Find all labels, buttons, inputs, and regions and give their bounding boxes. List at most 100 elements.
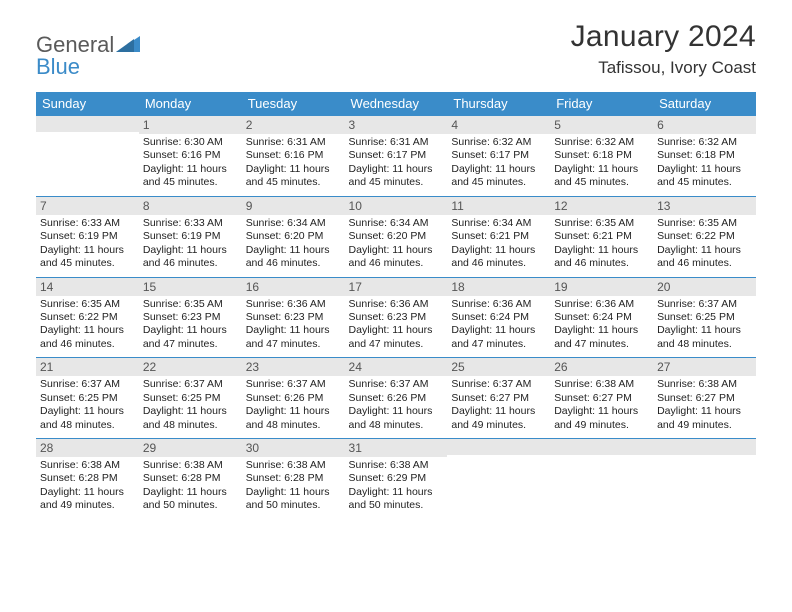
calendar-cell: 13Sunrise: 6:35 AMSunset: 6:22 PMDayligh… — [653, 196, 756, 277]
day-line: Sunrise: 6:31 AM — [349, 136, 444, 149]
day-line: Daylight: 11 hours and 46 minutes. — [349, 244, 444, 271]
day-line: Sunrise: 6:33 AM — [143, 217, 238, 230]
day-line: Daylight: 11 hours and 48 minutes. — [349, 405, 444, 432]
day-body: Sunrise: 6:34 AMSunset: 6:20 PMDaylight:… — [345, 215, 448, 277]
day-body: Sunrise: 6:37 AMSunset: 6:25 PMDaylight:… — [653, 296, 756, 358]
day-line: Daylight: 11 hours and 50 minutes. — [246, 486, 341, 513]
day-line: Sunset: 6:20 PM — [349, 230, 444, 243]
day-line: Sunset: 6:28 PM — [143, 472, 238, 485]
day-number: 29 — [139, 439, 242, 457]
calendar-cell: 22Sunrise: 6:37 AMSunset: 6:25 PMDayligh… — [139, 358, 242, 439]
day-line: Daylight: 11 hours and 45 minutes. — [349, 163, 444, 190]
day-body: Sunrise: 6:36 AMSunset: 6:24 PMDaylight:… — [447, 296, 550, 358]
logo: General Blue — [36, 34, 140, 78]
calendar-cell: 1Sunrise: 6:30 AMSunset: 6:16 PMDaylight… — [139, 116, 242, 197]
day-line: Daylight: 11 hours and 47 minutes. — [143, 324, 238, 351]
calendar-cell: 15Sunrise: 6:35 AMSunset: 6:23 PMDayligh… — [139, 277, 242, 358]
day-number: 31 — [345, 439, 448, 457]
day-line: Sunrise: 6:34 AM — [349, 217, 444, 230]
day-line: Daylight: 11 hours and 47 minutes. — [349, 324, 444, 351]
month-title: January 2024 — [571, 20, 756, 54]
day-body — [36, 132, 139, 186]
day-body: Sunrise: 6:37 AMSunset: 6:26 PMDaylight:… — [242, 376, 345, 438]
calendar-cell: 27Sunrise: 6:38 AMSunset: 6:27 PMDayligh… — [653, 358, 756, 439]
day-body: Sunrise: 6:38 AMSunset: 6:27 PMDaylight:… — [653, 376, 756, 438]
day-body — [550, 455, 653, 509]
day-line: Sunrise: 6:37 AM — [40, 378, 135, 391]
day-line: Daylight: 11 hours and 46 minutes. — [40, 324, 135, 351]
calendar-cell: 29Sunrise: 6:38 AMSunset: 6:28 PMDayligh… — [139, 439, 242, 519]
day-line: Daylight: 11 hours and 49 minutes. — [554, 405, 649, 432]
day-body: Sunrise: 6:37 AMSunset: 6:25 PMDaylight:… — [139, 376, 242, 438]
day-line: Daylight: 11 hours and 48 minutes. — [657, 324, 752, 351]
day-line: Sunrise: 6:37 AM — [657, 298, 752, 311]
calendar-cell: 25Sunrise: 6:37 AMSunset: 6:27 PMDayligh… — [447, 358, 550, 439]
calendar-cell: 21Sunrise: 6:37 AMSunset: 6:25 PMDayligh… — [36, 358, 139, 439]
day-line: Daylight: 11 hours and 50 minutes. — [143, 486, 238, 513]
day-line: Sunset: 6:19 PM — [40, 230, 135, 243]
calendar-cell: 2Sunrise: 6:31 AMSunset: 6:16 PMDaylight… — [242, 116, 345, 197]
day-line: Sunset: 6:18 PM — [554, 149, 649, 162]
weekday-header: Sunday — [36, 92, 139, 116]
day-body: Sunrise: 6:34 AMSunset: 6:20 PMDaylight:… — [242, 215, 345, 277]
calendar-cell: 11Sunrise: 6:34 AMSunset: 6:21 PMDayligh… — [447, 196, 550, 277]
day-number: 8 — [139, 197, 242, 215]
calendar-cell: 3Sunrise: 6:31 AMSunset: 6:17 PMDaylight… — [345, 116, 448, 197]
calendar-cell: 10Sunrise: 6:34 AMSunset: 6:20 PMDayligh… — [345, 196, 448, 277]
day-line: Sunrise: 6:38 AM — [246, 459, 341, 472]
calendar-cell: 26Sunrise: 6:38 AMSunset: 6:27 PMDayligh… — [550, 358, 653, 439]
day-line: Sunset: 6:17 PM — [451, 149, 546, 162]
day-line: Daylight: 11 hours and 49 minutes. — [451, 405, 546, 432]
day-line: Sunrise: 6:35 AM — [143, 298, 238, 311]
calendar-cell — [36, 116, 139, 197]
day-line: Sunset: 6:27 PM — [451, 392, 546, 405]
calendar-cell: 31Sunrise: 6:38 AMSunset: 6:29 PMDayligh… — [345, 439, 448, 519]
day-number: 18 — [447, 278, 550, 296]
day-body: Sunrise: 6:35 AMSunset: 6:23 PMDaylight:… — [139, 296, 242, 358]
day-line: Sunrise: 6:35 AM — [554, 217, 649, 230]
day-line: Sunrise: 6:38 AM — [657, 378, 752, 391]
day-line: Sunrise: 6:36 AM — [554, 298, 649, 311]
day-body — [447, 455, 550, 509]
day-line: Daylight: 11 hours and 46 minutes. — [657, 244, 752, 271]
calendar-table: SundayMondayTuesdayWednesdayThursdayFrid… — [36, 92, 756, 519]
calendar-cell: 23Sunrise: 6:37 AMSunset: 6:26 PMDayligh… — [242, 358, 345, 439]
calendar-week-row: 1Sunrise: 6:30 AMSunset: 6:16 PMDaylight… — [36, 116, 756, 197]
day-body: Sunrise: 6:36 AMSunset: 6:23 PMDaylight:… — [242, 296, 345, 358]
weekday-header: Tuesday — [242, 92, 345, 116]
day-line: Sunset: 6:25 PM — [657, 311, 752, 324]
day-number — [36, 116, 139, 132]
calendar-cell: 6Sunrise: 6:32 AMSunset: 6:18 PMDaylight… — [653, 116, 756, 197]
day-line: Sunset: 6:25 PM — [40, 392, 135, 405]
day-line: Daylight: 11 hours and 47 minutes. — [451, 324, 546, 351]
calendar-cell: 14Sunrise: 6:35 AMSunset: 6:22 PMDayligh… — [36, 277, 139, 358]
day-line: Daylight: 11 hours and 46 minutes. — [246, 244, 341, 271]
day-line: Sunset: 6:23 PM — [349, 311, 444, 324]
day-line: Daylight: 11 hours and 50 minutes. — [349, 486, 444, 513]
day-line: Sunrise: 6:34 AM — [246, 217, 341, 230]
day-line: Daylight: 11 hours and 45 minutes. — [554, 163, 649, 190]
day-line: Sunrise: 6:33 AM — [40, 217, 135, 230]
day-number: 1 — [139, 116, 242, 134]
day-number: 4 — [447, 116, 550, 134]
day-number: 27 — [653, 358, 756, 376]
day-number: 14 — [36, 278, 139, 296]
day-line: Daylight: 11 hours and 46 minutes. — [143, 244, 238, 271]
calendar-cell: 8Sunrise: 6:33 AMSunset: 6:19 PMDaylight… — [139, 196, 242, 277]
day-line: Daylight: 11 hours and 45 minutes. — [657, 163, 752, 190]
day-line: Daylight: 11 hours and 45 minutes. — [246, 163, 341, 190]
day-number: 22 — [139, 358, 242, 376]
logo-text-blue: Blue — [36, 56, 140, 78]
day-line: Daylight: 11 hours and 47 minutes. — [554, 324, 649, 351]
day-line: Sunrise: 6:31 AM — [246, 136, 341, 149]
day-line: Sunset: 6:24 PM — [554, 311, 649, 324]
day-body: Sunrise: 6:31 AMSunset: 6:16 PMDaylight:… — [242, 134, 345, 196]
day-body: Sunrise: 6:38 AMSunset: 6:28 PMDaylight:… — [36, 457, 139, 519]
day-line: Sunset: 6:23 PM — [246, 311, 341, 324]
calendar-week-row: 7Sunrise: 6:33 AMSunset: 6:19 PMDaylight… — [36, 196, 756, 277]
day-line: Sunrise: 6:37 AM — [143, 378, 238, 391]
day-body: Sunrise: 6:38 AMSunset: 6:28 PMDaylight:… — [242, 457, 345, 519]
day-line: Sunrise: 6:38 AM — [349, 459, 444, 472]
day-body: Sunrise: 6:30 AMSunset: 6:16 PMDaylight:… — [139, 134, 242, 196]
day-number: 25 — [447, 358, 550, 376]
